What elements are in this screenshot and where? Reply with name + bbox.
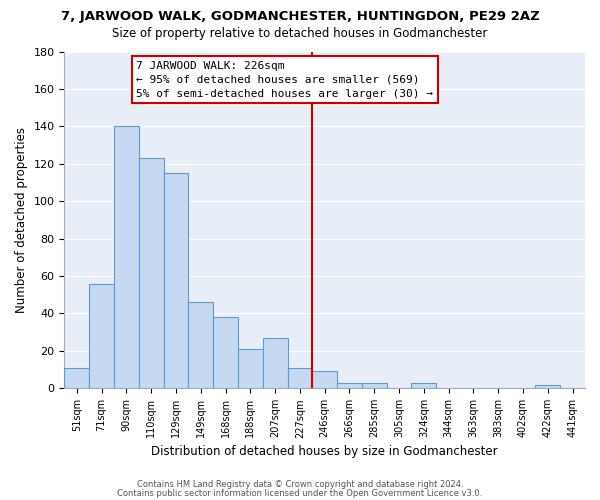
Bar	[89, 284, 114, 389]
Bar	[164, 173, 188, 388]
Y-axis label: Number of detached properties: Number of detached properties	[15, 127, 28, 313]
Bar	[337, 382, 362, 388]
Bar	[362, 382, 386, 388]
Bar	[188, 302, 213, 388]
Bar	[114, 126, 139, 388]
Bar	[535, 384, 560, 388]
Bar	[213, 317, 238, 388]
Bar	[64, 368, 89, 388]
Bar	[238, 349, 263, 389]
X-axis label: Distribution of detached houses by size in Godmanchester: Distribution of detached houses by size …	[151, 444, 498, 458]
Text: Contains public sector information licensed under the Open Government Licence v3: Contains public sector information licen…	[118, 488, 482, 498]
Text: Size of property relative to detached houses in Godmanchester: Size of property relative to detached ho…	[112, 28, 488, 40]
Bar	[313, 372, 337, 388]
Bar	[139, 158, 164, 388]
Bar	[412, 382, 436, 388]
Text: 7, JARWOOD WALK, GODMANCHESTER, HUNTINGDON, PE29 2AZ: 7, JARWOOD WALK, GODMANCHESTER, HUNTINGD…	[61, 10, 539, 23]
Text: 7 JARWOOD WALK: 226sqm
← 95% of detached houses are smaller (569)
5% of semi-det: 7 JARWOOD WALK: 226sqm ← 95% of detached…	[136, 61, 433, 99]
Text: Contains HM Land Registry data © Crown copyright and database right 2024.: Contains HM Land Registry data © Crown c…	[137, 480, 463, 489]
Bar	[263, 338, 287, 388]
Bar	[287, 368, 313, 388]
